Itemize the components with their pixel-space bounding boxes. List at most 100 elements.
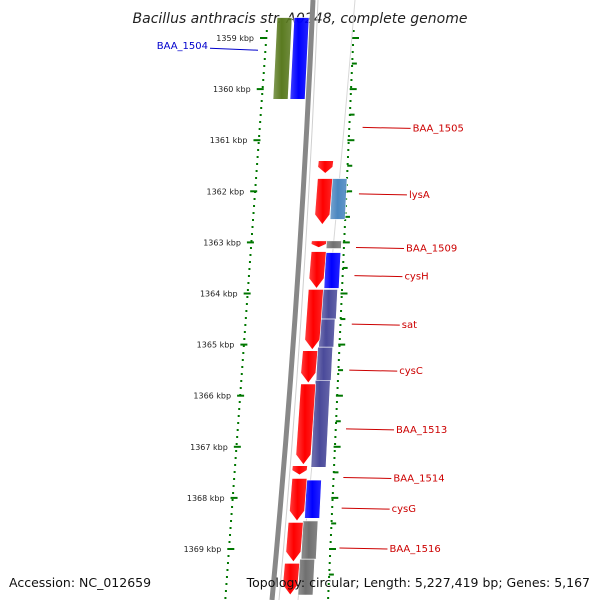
track-dot bbox=[259, 121, 262, 123]
track-dot bbox=[340, 289, 343, 291]
gene-label-BAA_1509: BAA_1509 bbox=[406, 244, 457, 255]
gene-label-BAA_1516: BAA_1516 bbox=[389, 544, 440, 555]
track-dot bbox=[253, 205, 256, 207]
gene-labels: BAA_1504 BAA_1505 lysA BAA_1509 cysH sat cysC B… bbox=[157, 41, 464, 555]
track-dot bbox=[351, 58, 354, 60]
track-dot bbox=[236, 429, 239, 431]
label-leader-BAA_1509 bbox=[355, 247, 404, 250]
tick-mark-right bbox=[352, 37, 359, 39]
tick-label: 1363 kbp bbox=[203, 238, 241, 247]
track-dot bbox=[264, 44, 267, 46]
tick-label: 1361 kbp bbox=[210, 136, 248, 145]
track-dot bbox=[350, 79, 353, 81]
track-dot bbox=[339, 331, 342, 333]
minor-tick bbox=[342, 266, 348, 269]
track-dot bbox=[340, 296, 343, 298]
minor-tick bbox=[338, 369, 344, 372]
track-dot bbox=[346, 156, 349, 158]
track-dot bbox=[243, 331, 246, 333]
minor-tick bbox=[331, 522, 337, 525]
track-dot bbox=[253, 198, 256, 200]
forward-gene-4 bbox=[304, 289, 324, 351]
track-dot bbox=[243, 338, 246, 340]
track-dot bbox=[343, 233, 346, 235]
track-dot bbox=[229, 534, 232, 536]
track-dot bbox=[259, 114, 262, 116]
track-dot bbox=[329, 534, 332, 536]
track-dot bbox=[341, 282, 344, 284]
track-dot bbox=[251, 226, 254, 228]
gene-label-cysH: cysH bbox=[404, 272, 428, 283]
track-dot bbox=[262, 79, 265, 81]
gene-label-BAA_1504: BAA_1504 bbox=[157, 41, 208, 52]
track-dot bbox=[351, 51, 354, 53]
track-dot bbox=[225, 576, 228, 578]
track-dot bbox=[226, 569, 229, 571]
track-dot bbox=[231, 499, 234, 501]
track-dot bbox=[225, 583, 228, 585]
track-dot bbox=[241, 359, 244, 361]
tick-mark-right bbox=[329, 548, 337, 550]
track-dot bbox=[249, 254, 252, 256]
tick-mark-left bbox=[246, 241, 254, 244]
minor-tick bbox=[340, 318, 346, 321]
track-dot bbox=[234, 457, 237, 459]
track-dot bbox=[341, 268, 344, 270]
reverse-gene-2 bbox=[329, 178, 348, 220]
track-dot bbox=[255, 177, 258, 179]
track-dot bbox=[337, 373, 340, 375]
reverse-gene-1 bbox=[289, 17, 310, 100]
track-dot bbox=[224, 590, 227, 592]
track-dot bbox=[338, 345, 341, 347]
track-dot bbox=[330, 527, 333, 529]
label-leader-BAA_1516 bbox=[339, 547, 388, 550]
track-dot bbox=[247, 282, 250, 284]
minor-tick bbox=[333, 471, 339, 474]
track-dot bbox=[344, 219, 347, 221]
forward-gene-0 bbox=[317, 160, 334, 174]
topology-text: Topology: circular; Length: 5,227,419 bp… bbox=[246, 575, 590, 590]
track-dot bbox=[340, 310, 343, 312]
label-leader-cysG bbox=[341, 507, 390, 510]
track-dot bbox=[250, 240, 253, 242]
track-dot bbox=[337, 366, 340, 368]
track-dot bbox=[330, 513, 333, 515]
gene-label-cysG: cysG bbox=[392, 504, 416, 515]
track-dot bbox=[348, 128, 351, 130]
minor-tick bbox=[347, 164, 353, 167]
track-dot bbox=[248, 268, 251, 270]
reverse-strand-features bbox=[272, 17, 348, 596]
tick-mark-right bbox=[335, 394, 343, 397]
gene-label-lysA: lysA bbox=[409, 190, 430, 201]
track-dot bbox=[349, 93, 352, 95]
minor-tick bbox=[351, 62, 357, 65]
label-leader-BAA_1514 bbox=[343, 476, 392, 479]
track-dot bbox=[331, 506, 334, 508]
track-dot bbox=[240, 380, 243, 382]
tick-mark-left bbox=[233, 445, 241, 448]
track-dot bbox=[346, 170, 349, 172]
track-dot bbox=[238, 401, 241, 403]
label-leader-cysH bbox=[354, 275, 403, 278]
reverse-gene-5 bbox=[320, 289, 338, 320]
track-dots bbox=[224, 30, 355, 599]
tick-mark-right bbox=[349, 88, 357, 91]
tick-label: 1368 kbp bbox=[187, 494, 225, 503]
track-dot bbox=[240, 373, 243, 375]
tick-mark-right bbox=[340, 292, 348, 295]
track-dot bbox=[333, 464, 336, 466]
tick-mark-left bbox=[227, 548, 235, 550]
track-dot bbox=[238, 408, 241, 410]
gene-label-BAA_1505: BAA_1505 bbox=[413, 123, 464, 134]
forward-gene-6 bbox=[295, 383, 317, 466]
tick-mark-right bbox=[345, 190, 353, 193]
reverse-gene-9 bbox=[304, 479, 322, 519]
track-dot bbox=[330, 520, 333, 522]
track-dot bbox=[264, 51, 267, 53]
track-dot bbox=[230, 520, 233, 522]
track-dot bbox=[350, 72, 353, 74]
label-leader-sat bbox=[351, 323, 400, 326]
gene-label-sat: sat bbox=[402, 320, 417, 331]
track-dot bbox=[346, 163, 349, 165]
track-dot bbox=[234, 464, 237, 466]
